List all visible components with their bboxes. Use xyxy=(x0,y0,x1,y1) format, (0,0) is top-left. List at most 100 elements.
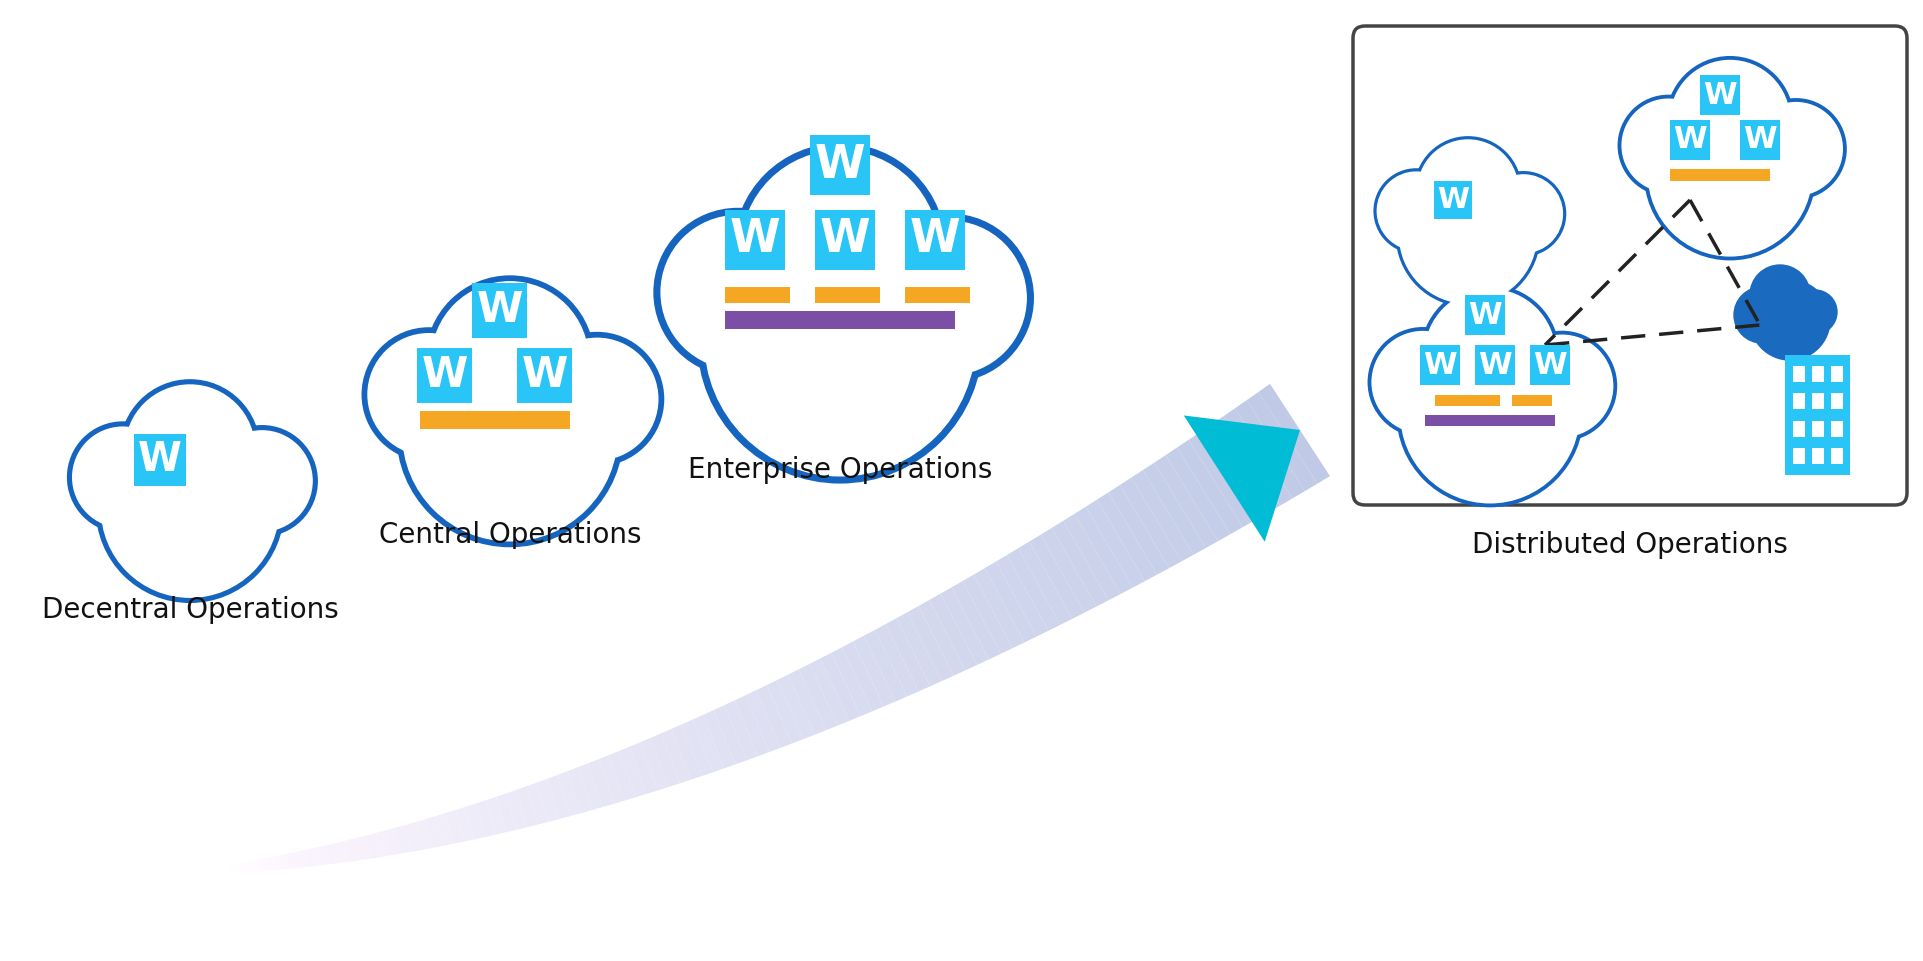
Polygon shape xyxy=(365,833,381,858)
Polygon shape xyxy=(671,725,702,779)
Text: W: W xyxy=(819,217,869,262)
Bar xyxy=(1433,181,1471,219)
Polygon shape xyxy=(1142,462,1206,554)
Polygon shape xyxy=(810,658,848,726)
Bar xyxy=(1529,345,1569,385)
Circle shape xyxy=(1750,265,1810,325)
Polygon shape xyxy=(831,647,871,716)
Text: W: W xyxy=(1477,351,1511,380)
Bar xyxy=(1419,345,1460,385)
Polygon shape xyxy=(798,664,837,730)
Circle shape xyxy=(658,212,817,373)
Circle shape xyxy=(1746,101,1844,197)
Circle shape xyxy=(740,151,938,348)
Bar xyxy=(1425,414,1554,426)
Polygon shape xyxy=(1119,478,1181,568)
Polygon shape xyxy=(692,715,723,772)
Circle shape xyxy=(737,147,942,352)
Bar xyxy=(1831,421,1842,436)
Polygon shape xyxy=(267,855,279,871)
Circle shape xyxy=(212,431,312,531)
Bar xyxy=(1511,395,1552,406)
Bar xyxy=(1785,355,1850,475)
Polygon shape xyxy=(1211,416,1279,513)
Circle shape xyxy=(873,221,1025,375)
Text: W: W xyxy=(1423,351,1456,380)
Circle shape xyxy=(1417,140,1517,240)
Polygon shape xyxy=(985,561,1036,643)
Polygon shape xyxy=(306,848,319,867)
Polygon shape xyxy=(425,816,442,848)
Polygon shape xyxy=(1052,521,1108,606)
Polygon shape xyxy=(662,728,690,783)
Polygon shape xyxy=(608,751,635,801)
Polygon shape xyxy=(1183,415,1300,542)
Polygon shape xyxy=(1200,424,1267,520)
Polygon shape xyxy=(929,594,977,671)
Text: W: W xyxy=(910,217,960,262)
Polygon shape xyxy=(735,696,769,756)
Bar xyxy=(1831,366,1842,382)
Circle shape xyxy=(537,338,658,460)
Bar xyxy=(419,411,569,429)
Polygon shape xyxy=(527,782,548,825)
Polygon shape xyxy=(238,861,250,873)
Polygon shape xyxy=(629,742,658,794)
Polygon shape xyxy=(475,801,496,837)
Polygon shape xyxy=(1029,534,1085,619)
Circle shape xyxy=(1483,173,1563,255)
Circle shape xyxy=(1792,290,1836,334)
Circle shape xyxy=(125,385,254,514)
Circle shape xyxy=(73,427,173,528)
Circle shape xyxy=(1733,287,1788,343)
Polygon shape xyxy=(885,618,929,692)
Polygon shape xyxy=(713,705,746,764)
Polygon shape xyxy=(756,685,792,748)
Polygon shape xyxy=(1188,432,1254,528)
Polygon shape xyxy=(515,786,538,827)
Circle shape xyxy=(1748,103,1842,195)
Polygon shape xyxy=(640,738,669,791)
Circle shape xyxy=(1621,99,1713,192)
Text: W: W xyxy=(1533,351,1565,380)
Bar xyxy=(1811,366,1823,382)
Bar xyxy=(1792,448,1804,464)
Polygon shape xyxy=(1063,514,1119,601)
Bar xyxy=(815,210,875,270)
Polygon shape xyxy=(788,669,825,735)
Polygon shape xyxy=(1108,485,1169,575)
Bar xyxy=(1669,120,1710,160)
Polygon shape xyxy=(346,838,360,861)
Circle shape xyxy=(365,331,492,458)
Polygon shape xyxy=(1235,400,1304,499)
Polygon shape xyxy=(496,794,517,832)
Polygon shape xyxy=(537,778,560,822)
Circle shape xyxy=(210,429,315,533)
Bar xyxy=(1435,395,1500,406)
Circle shape xyxy=(1396,164,1538,305)
Text: W: W xyxy=(813,142,865,187)
Polygon shape xyxy=(702,710,735,768)
Circle shape xyxy=(1425,289,1554,420)
Polygon shape xyxy=(842,642,883,711)
Circle shape xyxy=(704,206,975,476)
Polygon shape xyxy=(588,759,613,807)
Bar xyxy=(135,434,187,486)
Polygon shape xyxy=(546,776,569,819)
Polygon shape xyxy=(863,630,906,702)
Bar xyxy=(1463,295,1504,335)
Polygon shape xyxy=(456,806,475,842)
Polygon shape xyxy=(744,690,781,752)
Polygon shape xyxy=(446,810,463,844)
Polygon shape xyxy=(277,853,290,870)
Polygon shape xyxy=(1223,408,1292,505)
Polygon shape xyxy=(777,675,813,739)
Text: Decentral Operations: Decentral Operations xyxy=(42,596,338,624)
Circle shape xyxy=(1398,323,1581,505)
Text: W: W xyxy=(1742,126,1775,155)
Bar xyxy=(810,135,869,195)
Text: W: W xyxy=(1702,81,1736,110)
Polygon shape xyxy=(681,720,713,776)
Text: W: W xyxy=(1673,126,1706,155)
Bar xyxy=(1811,421,1823,436)
